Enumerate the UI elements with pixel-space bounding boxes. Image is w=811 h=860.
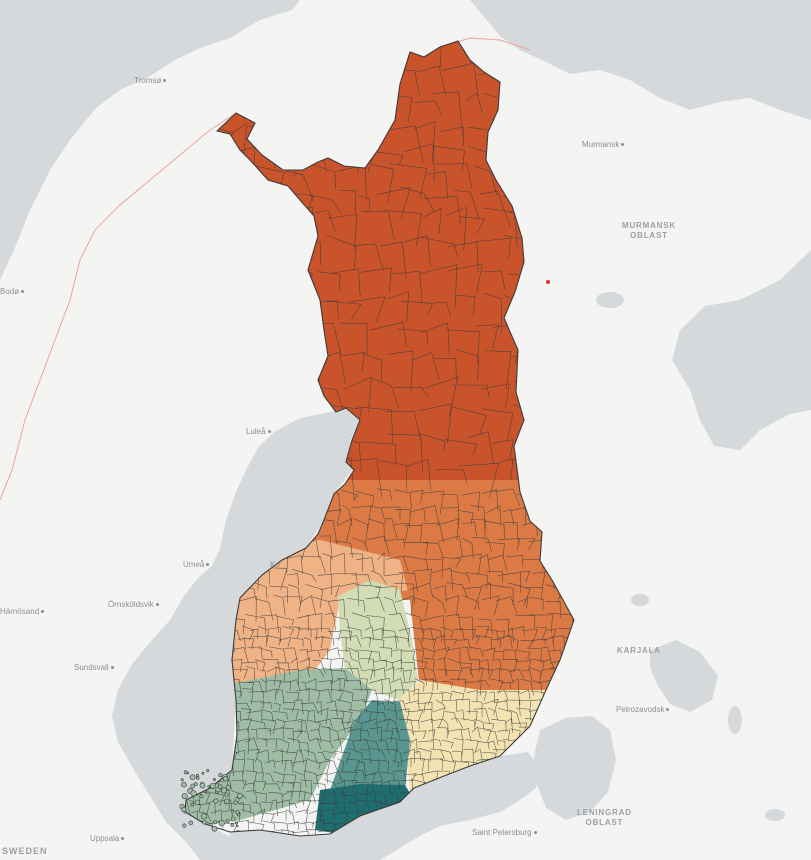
island xyxy=(186,771,190,775)
island xyxy=(182,823,187,828)
island xyxy=(202,820,207,825)
region-label-leningrad-oblast: LENINGRAD OBLAST xyxy=(577,808,632,827)
island xyxy=(181,793,188,800)
lake-small xyxy=(728,706,742,734)
lake-onega xyxy=(650,640,718,712)
place-label-harnosand: Härnösand xyxy=(0,607,45,616)
island xyxy=(180,778,184,782)
island xyxy=(235,821,239,825)
island xyxy=(189,774,196,781)
island xyxy=(203,790,207,793)
region-east[interactable] xyxy=(400,560,600,700)
island xyxy=(188,820,194,826)
place-label-petrozavodsk: Petrozavodsk xyxy=(616,705,670,714)
place-label-uppsala: Uppsala xyxy=(90,834,125,843)
island xyxy=(217,784,223,790)
island xyxy=(218,773,223,778)
island xyxy=(236,824,239,828)
island xyxy=(199,782,206,789)
aland-archipelago xyxy=(179,769,243,832)
lake-small xyxy=(765,809,785,821)
island xyxy=(225,819,230,824)
region-label-murmansk-oblast: MURMANSK OBLAST xyxy=(622,221,676,240)
island xyxy=(194,799,201,806)
barents-sea xyxy=(470,0,811,120)
island xyxy=(218,820,225,827)
place-label-bodo: Bodø xyxy=(0,287,25,296)
region-south[interactable] xyxy=(330,700,410,800)
island xyxy=(213,820,217,825)
place-label-umea: Umeå xyxy=(183,560,210,569)
place-label-kokkola: Ko xyxy=(270,560,280,569)
region-label-karjala: KARJALA xyxy=(617,646,661,655)
place-label-tromso: Tromsø xyxy=(134,76,167,85)
island xyxy=(223,775,229,782)
place-label-ornskoldsvik: Örnsköldsvik xyxy=(108,600,159,609)
place-label-sundsvall: Sundsvall xyxy=(74,663,114,672)
island xyxy=(225,784,231,790)
island xyxy=(190,783,196,789)
lake-imandra xyxy=(596,292,624,308)
region-capital[interactable] xyxy=(315,784,414,834)
country-label-sweden: SWEDEN xyxy=(2,846,48,856)
island xyxy=(201,813,208,820)
place-label-murmansk: Murmansk xyxy=(582,140,625,149)
island xyxy=(221,787,228,794)
island xyxy=(190,802,194,807)
norwegian-sea xyxy=(0,0,300,280)
island xyxy=(190,790,197,797)
place-label-saint-petersburg: Saint Petersburg xyxy=(472,828,537,837)
gulf-of-bothnia xyxy=(112,408,360,860)
island xyxy=(207,785,210,788)
national-border xyxy=(0,112,237,501)
white-sea xyxy=(672,250,811,450)
island xyxy=(195,773,199,777)
island xyxy=(199,794,204,799)
island xyxy=(206,769,210,773)
island xyxy=(212,777,216,781)
island xyxy=(211,825,218,832)
gulf-of-finland xyxy=(230,752,540,860)
island xyxy=(237,813,241,817)
lake-small xyxy=(631,594,649,606)
island xyxy=(230,816,236,822)
island xyxy=(224,792,229,797)
island xyxy=(213,798,219,804)
island xyxy=(201,771,205,775)
island xyxy=(181,781,187,788)
island xyxy=(233,800,238,805)
island xyxy=(209,782,216,789)
location-marker[interactable] xyxy=(546,280,550,284)
lake-ladoga xyxy=(534,716,616,820)
island xyxy=(196,776,200,780)
island xyxy=(224,798,230,805)
island xyxy=(230,823,235,827)
island xyxy=(181,806,187,813)
place-label-lulea: Luleå xyxy=(246,427,271,436)
island xyxy=(236,792,243,799)
